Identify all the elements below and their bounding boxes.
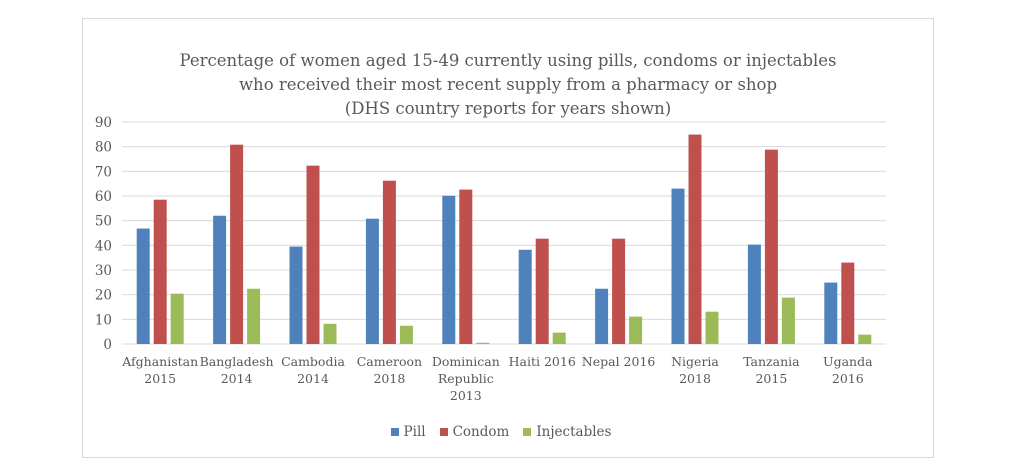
- x-tick-label: Bangladesh: [200, 354, 274, 369]
- bar-injectables: [781, 297, 795, 344]
- legend-item-injectables: Injectables: [523, 424, 611, 440]
- legend-item-pill: Pill: [390, 424, 426, 440]
- x-tick-label: Haiti 2016: [509, 354, 576, 369]
- x-tick-label: 2013: [450, 388, 482, 403]
- y-tick-label: 40: [95, 238, 112, 254]
- bar-condom: [612, 238, 626, 344]
- legend-swatch: [523, 428, 532, 436]
- x-tick-label: Uganda: [823, 354, 873, 369]
- bar-pill: [289, 246, 303, 344]
- y-tick-label: 50: [95, 214, 112, 230]
- bar-condom: [382, 180, 396, 344]
- bar-injectables: [323, 323, 337, 344]
- legend: Pill Condom Injectables: [0, 424, 1010, 440]
- x-tick-label: 2016: [832, 371, 864, 386]
- legend-label: Condom: [452, 424, 510, 440]
- bar-pill: [518, 249, 532, 344]
- y-tick-label: 0: [103, 337, 112, 353]
- bar-pill: [365, 218, 379, 344]
- bar-condom: [764, 149, 778, 344]
- x-tick-label: 2015: [144, 371, 176, 386]
- bar-injectables: [247, 288, 261, 344]
- bar-pill: [747, 244, 761, 344]
- x-tick-label: Republic: [438, 371, 494, 386]
- legend-item-condom: Condom: [439, 424, 510, 440]
- bar-injectables: [552, 332, 566, 344]
- bar-injectables: [705, 311, 719, 344]
- bar-injectables: [170, 293, 184, 344]
- bar-condom: [230, 144, 244, 344]
- bar-injectables: [629, 316, 643, 344]
- bar-pill: [671, 188, 685, 344]
- bar-condom: [535, 238, 549, 344]
- chart-title: Percentage of women aged 15-49 currently…: [82, 49, 934, 121]
- x-tick-label: 2015: [755, 371, 787, 386]
- bar-pill: [824, 282, 838, 344]
- x-tick-label: Nigeria: [671, 354, 719, 369]
- chart-title-line-3: (DHS country reports for years shown): [344, 99, 672, 118]
- x-tick-label: Afghanistan: [121, 354, 198, 369]
- x-tick-label: 2014: [297, 371, 329, 386]
- bar-pill: [136, 228, 150, 344]
- x-tick-label: Cameroon: [357, 354, 422, 369]
- legend-label: Injectables: [536, 424, 612, 440]
- bar-injectables: [399, 325, 413, 344]
- y-tick-label: 70: [95, 164, 112, 180]
- x-tick-label: 2014: [221, 371, 253, 386]
- legend-swatch: [439, 428, 448, 436]
- bar-condom: [306, 165, 320, 344]
- chart-title-line-2: who received their most recent supply fr…: [238, 75, 778, 94]
- legend-label: Pill: [403, 424, 426, 440]
- x-tick-label: Nepal 2016: [582, 354, 656, 369]
- bar-injectables: [858, 334, 872, 344]
- bar-pill: [595, 288, 609, 344]
- bar-pill: [442, 195, 456, 344]
- bar-condom: [688, 134, 702, 344]
- bar-pill: [213, 215, 227, 344]
- bar-injectables: [476, 342, 490, 344]
- chart-title-line-1: Percentage of women aged 15-49 currently…: [179, 51, 837, 70]
- y-tick-label: 90: [95, 115, 112, 131]
- legend-swatch: [390, 428, 399, 436]
- x-tick-label: Tanzania: [743, 354, 800, 369]
- y-tick-label: 30: [95, 263, 112, 279]
- y-tick-label: 10: [95, 312, 112, 328]
- y-tick-label: 80: [95, 140, 112, 156]
- bar-condom: [153, 199, 167, 344]
- y-tick-label: 20: [95, 288, 112, 304]
- y-tick-label: 60: [95, 189, 112, 205]
- x-tick-label: 2018: [679, 371, 711, 386]
- x-tick-label: Cambodia: [281, 354, 345, 369]
- x-tick-label: 2018: [373, 371, 405, 386]
- x-tick-label: Dominican: [432, 354, 500, 369]
- bar-condom: [841, 262, 855, 344]
- bar-condom: [459, 189, 473, 344]
